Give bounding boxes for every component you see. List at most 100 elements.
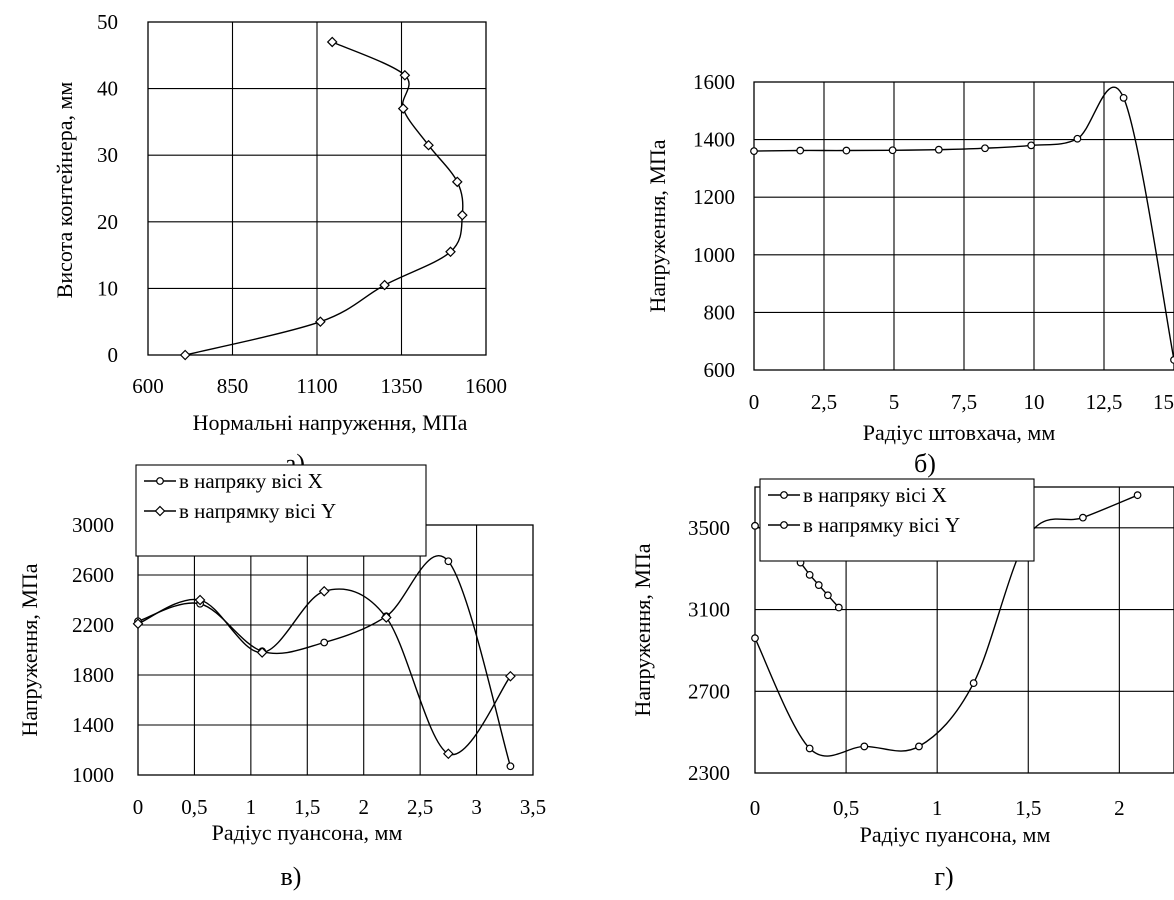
x-tick-label: 1600 (465, 374, 507, 398)
y-tick-label: 0 (108, 343, 119, 367)
series-line (137, 555, 512, 767)
y-tick-label: 1200 (693, 185, 735, 209)
y-axis-label: Висота контейнера, мм (52, 82, 77, 299)
data-point (834, 603, 843, 612)
data-point (397, 103, 409, 114)
data-point (380, 612, 392, 623)
y-tick-label: 1600 (693, 70, 735, 94)
legend: в напряку вісі X в напрямку вісі Y (135, 464, 427, 557)
data-point (194, 594, 206, 606)
x-tick-label: 1,5 (1015, 796, 1041, 820)
y-tick-label: 3000 (72, 513, 114, 537)
panel-label: г) (934, 862, 953, 891)
y-tick-label: 50 (97, 10, 118, 34)
y-axis-label: Напруження, МПа (17, 563, 42, 736)
data-point (1119, 93, 1128, 102)
x-axis-label: Радіус пуансона, мм (860, 822, 1051, 847)
data-point (814, 581, 823, 589)
data-point (842, 146, 851, 155)
chart-panel-3: 0 0,5 1 1,5 2 2,5 3 3,5 1000 1400 1800 2200 2600 3000… (17, 464, 546, 891)
data-point (256, 647, 268, 658)
data-point (506, 762, 515, 771)
x-tick-label: 2,5 (811, 390, 837, 414)
y-axis-label: Напруження, МПа (645, 139, 670, 312)
data-point (179, 349, 191, 361)
data-point (751, 634, 759, 643)
x-tick-label: 0 (750, 796, 761, 820)
x-tick-label: 3 (471, 795, 482, 819)
data-point (451, 176, 463, 188)
x-tick-label: 0 (749, 390, 760, 414)
x-tick-label: 850 (217, 374, 249, 398)
legend-entry: в напрямку вісі Y (803, 513, 960, 537)
legend: в напряку вісі X в напрямку вісі Y (759, 478, 1035, 562)
data-point (860, 742, 869, 751)
x-tick-label: 2 (358, 795, 369, 819)
x-tick-label: 1,5 (294, 795, 320, 819)
x-tick-label: 3,5 (520, 795, 546, 819)
plot-frame (753, 81, 1174, 371)
y-tick-label: 2200 (72, 613, 114, 637)
x-tick-label: 1100 (296, 374, 337, 398)
data-point (132, 618, 144, 630)
y-axis-label: Напруження, МПа (630, 543, 655, 716)
series-2 (132, 585, 516, 760)
x-tick-label: 10 (1024, 390, 1045, 414)
data-point (320, 638, 329, 647)
y-tick-label: 30 (97, 143, 118, 167)
y-tick-label: 2700 (688, 679, 730, 703)
data-point (318, 585, 330, 597)
y-tick-label: 600 (704, 358, 736, 382)
x-tick-label: 12,5 (1086, 390, 1123, 414)
data-point (423, 139, 434, 151)
gridlines (148, 22, 486, 355)
data-point (456, 209, 468, 221)
legend-swatch-marker (780, 521, 788, 529)
x-axis-label: Радіус штовхача, мм (863, 420, 1056, 445)
y-tick-label: 1400 (693, 128, 735, 152)
x-axis-label: Нормальні напруження, МПа (193, 410, 468, 435)
y-tick-label: 10 (97, 276, 118, 300)
y-tick-label: 2300 (688, 761, 730, 785)
y-tick-label: 1000 (72, 763, 114, 787)
data-point (445, 246, 456, 258)
x-tick-label: 1350 (381, 374, 423, 398)
data-point (1079, 513, 1087, 522)
data-point (443, 748, 454, 760)
data-point (823, 591, 832, 600)
y-tick-label: 800 (704, 300, 736, 324)
series-line (185, 41, 464, 356)
series-1 (179, 36, 468, 361)
data-point (805, 744, 814, 753)
gridlines (138, 525, 533, 775)
data-point (399, 69, 411, 81)
y-tick-label: 3500 (688, 516, 730, 540)
data-point (934, 145, 943, 154)
chart-panel-4: 0 0,5 1 1,5 2 2300 2700 3100 3500 Радіус пуансона… (630, 478, 1174, 891)
data-point (444, 557, 453, 566)
x-tick-label: 600 (132, 374, 164, 398)
y-tick-label: 2600 (72, 563, 114, 587)
legend-box (759, 478, 1035, 562)
y-tick-label: 40 (97, 77, 118, 101)
x-tick-label: 15 (1153, 390, 1174, 414)
x-tick-label: 5 (889, 390, 900, 414)
data-point (315, 316, 326, 328)
series-1 (750, 86, 1174, 364)
legend-box (135, 464, 427, 557)
data-point (888, 146, 897, 155)
data-point (750, 147, 758, 156)
data-point (326, 36, 338, 48)
x-tick-label: 0 (133, 795, 144, 819)
data-point (981, 144, 989, 153)
series-1 (751, 491, 1142, 757)
y-tick-label: 1400 (72, 713, 114, 737)
data-point (1073, 134, 1082, 143)
x-tick-label: 0,5 (833, 796, 859, 820)
x-tick-label: 1 (932, 796, 943, 820)
panel-label: в) (281, 862, 302, 891)
plot-frame (147, 21, 487, 356)
legend-swatch-marker (154, 505, 166, 517)
x-axis-label: Радіус пуансона, мм (212, 820, 403, 845)
